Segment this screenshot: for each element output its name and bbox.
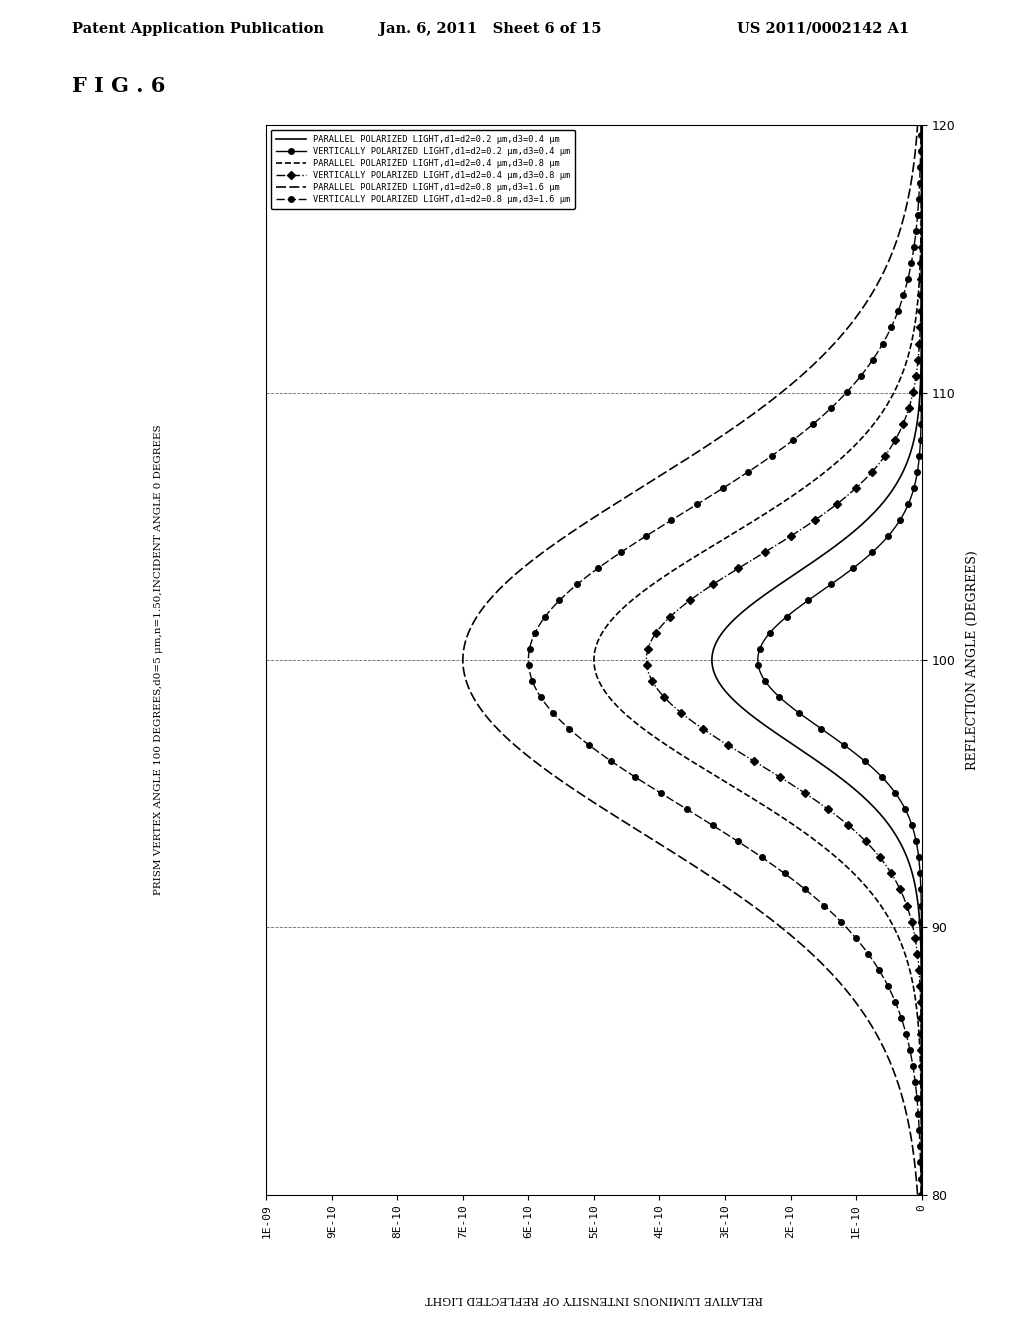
Text: US 2011/0002142 A1: US 2011/0002142 A1 <box>737 22 909 36</box>
Text: Patent Application Publication: Patent Application Publication <box>72 22 324 36</box>
Text: F I G . 6: F I G . 6 <box>72 77 165 96</box>
Text: PRISM VERTEX ANGLE 100 DEGREES,d0=5 μm,n=1.50,INCIDENT ANGLE 0 DEGREES: PRISM VERTEX ANGLE 100 DEGREES,d0=5 μm,n… <box>155 425 163 895</box>
Text: Jan. 6, 2011   Sheet 6 of 15: Jan. 6, 2011 Sheet 6 of 15 <box>379 22 601 36</box>
X-axis label: RELATIVE LUMINOUS INTENSITY OF REFLECTED LIGHT: RELATIVE LUMINOUS INTENSITY OF REFLECTED… <box>425 1294 763 1304</box>
Legend: PARALLEL POLARIZED LIGHT,d1=d2=0.2 μm,d3=0.4 μm, VERTICALLY POLARIZED LIGHT,d1=d: PARALLEL POLARIZED LIGHT,d1=d2=0.2 μm,d3… <box>270 129 575 209</box>
Y-axis label: REFLECTION ANGLE (DEGREES): REFLECTION ANGLE (DEGREES) <box>967 550 979 770</box>
